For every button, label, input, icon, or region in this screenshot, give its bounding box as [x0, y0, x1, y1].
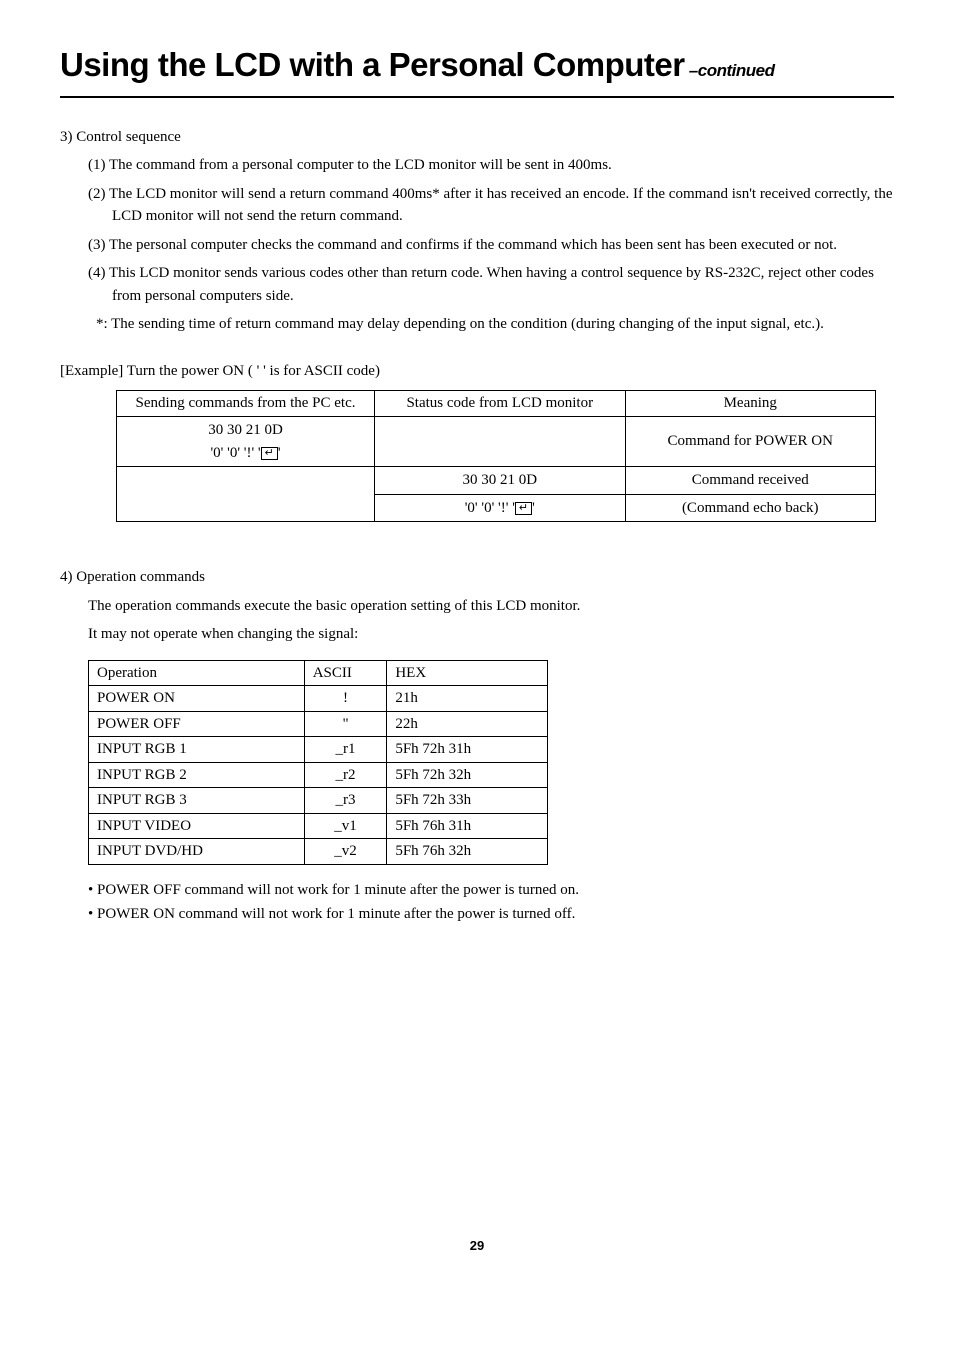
cmd-cell — [117, 467, 375, 522]
op-cell: INPUT VIDEO — [89, 813, 305, 839]
title-continued: –continued — [685, 61, 775, 80]
op-cell: 21h — [387, 686, 548, 712]
table-row: INPUT RGB 2 _r2 5Fh 72h 32h — [89, 762, 548, 788]
section3-note: *: The sending time of return command ma… — [60, 313, 894, 336]
op-cell: POWER OFF — [89, 711, 305, 737]
op-header: HEX — [387, 660, 548, 686]
table-row: INPUT RGB 1 _r1 5Fh 72h 31h — [89, 737, 548, 763]
enter-key-icon: ↵ — [261, 447, 278, 460]
list-item: (3) The personal computer checks the com… — [88, 234, 894, 257]
bullet-list: POWER OFF command will not work for 1 mi… — [60, 879, 894, 926]
cmd-ascii-pre: '0' '0' '!' ' — [465, 500, 515, 516]
list-item: (2) The LCD monitor will send a return c… — [88, 183, 894, 228]
section4-desc: The operation commands execute the basic… — [60, 595, 894, 646]
op-cell: POWER ON — [89, 686, 305, 712]
cmd-header: Status code from LCD monitor — [375, 391, 625, 417]
table-row-header: Sending commands from the PC etc. Status… — [117, 391, 876, 417]
desc-line: The operation commands execute the basic… — [88, 595, 894, 618]
op-cell: 5Fh 72h 32h — [387, 762, 548, 788]
cmd-cell: 30 30 21 0D — [375, 467, 625, 495]
cmd-ascii-post: ' — [532, 500, 535, 516]
title-main: Using the LCD with a Personal Computer — [60, 46, 685, 83]
section3-list: (1) The command from a personal computer… — [60, 154, 894, 307]
section4-label: 4) Operation commands — [60, 566, 894, 589]
table-row: POWER ON ! 21h — [89, 686, 548, 712]
op-cell: INPUT RGB 3 — [89, 788, 305, 814]
op-cell: _r3 — [304, 788, 387, 814]
op-header: ASCII — [304, 660, 387, 686]
cmd-header: Meaning — [625, 391, 875, 417]
table-row: 30 30 21 0D '0' '0' '!' '↵' Command for … — [117, 417, 876, 467]
cmd-cell: (Command echo back) — [625, 494, 875, 522]
operation-table: Operation ASCII HEX POWER ON ! 21h POWER… — [88, 660, 548, 865]
op-cell: _v1 — [304, 813, 387, 839]
page-title: Using the LCD with a Personal Computer –… — [60, 40, 894, 90]
op-cell: 5Fh 72h 33h — [387, 788, 548, 814]
op-cell: 5Fh 72h 31h — [387, 737, 548, 763]
table-row: POWER OFF " 22h — [89, 711, 548, 737]
op-cell: INPUT RGB 1 — [89, 737, 305, 763]
page-number: 29 — [60, 1236, 894, 1256]
command-table: Sending commands from the PC etc. Status… — [116, 390, 876, 522]
op-cell: " — [304, 711, 387, 737]
op-cell: ! — [304, 686, 387, 712]
table-row: INPUT DVD/HD _v2 5Fh 76h 32h — [89, 839, 548, 865]
op-cell: _r1 — [304, 737, 387, 763]
op-cell: _r2 — [304, 762, 387, 788]
cmd-cell: Command received — [625, 467, 875, 495]
cmd-cell: Command for POWER ON — [625, 417, 875, 467]
op-cell: INPUT RGB 2 — [89, 762, 305, 788]
bullet-item: POWER ON command will not work for 1 min… — [88, 903, 894, 926]
op-cell: 5Fh 76h 31h — [387, 813, 548, 839]
table-row: INPUT RGB 3 _r3 5Fh 72h 33h — [89, 788, 548, 814]
op-cell: INPUT DVD/HD — [89, 839, 305, 865]
table-row: 30 30 21 0D Command received — [117, 467, 876, 495]
table-row: INPUT VIDEO _v1 5Fh 76h 31h — [89, 813, 548, 839]
op-cell: 5Fh 76h 32h — [387, 839, 548, 865]
cmd-cell: 30 30 21 0D '0' '0' '!' '↵' — [117, 417, 375, 467]
cmd-ascii-pre: '0' '0' '!' ' — [210, 445, 260, 461]
op-header: Operation — [89, 660, 305, 686]
list-item: (1) The command from a personal computer… — [88, 154, 894, 177]
table-row-header: Operation ASCII HEX — [89, 660, 548, 686]
bullet-item: POWER OFF command will not work for 1 mi… — [88, 879, 894, 902]
op-cell: _v2 — [304, 839, 387, 865]
list-item: (4) This LCD monitor sends various codes… — [88, 262, 894, 307]
section3-label: 3) Control sequence — [60, 126, 894, 149]
desc-line: It may not operate when changing the sig… — [88, 623, 894, 646]
cmd-hex: 30 30 21 0D — [208, 422, 283, 438]
op-cell: 22h — [387, 711, 548, 737]
cmd-header: Sending commands from the PC etc. — [117, 391, 375, 417]
enter-key-icon: ↵ — [515, 502, 532, 515]
cmd-cell: '0' '0' '!' '↵' — [375, 494, 625, 522]
cmd-cell — [375, 417, 625, 467]
cmd-ascii-post: ' — [278, 445, 281, 461]
title-rule — [60, 96, 894, 98]
example-label: [Example] Turn the power ON ( ' ' is for… — [60, 360, 894, 383]
